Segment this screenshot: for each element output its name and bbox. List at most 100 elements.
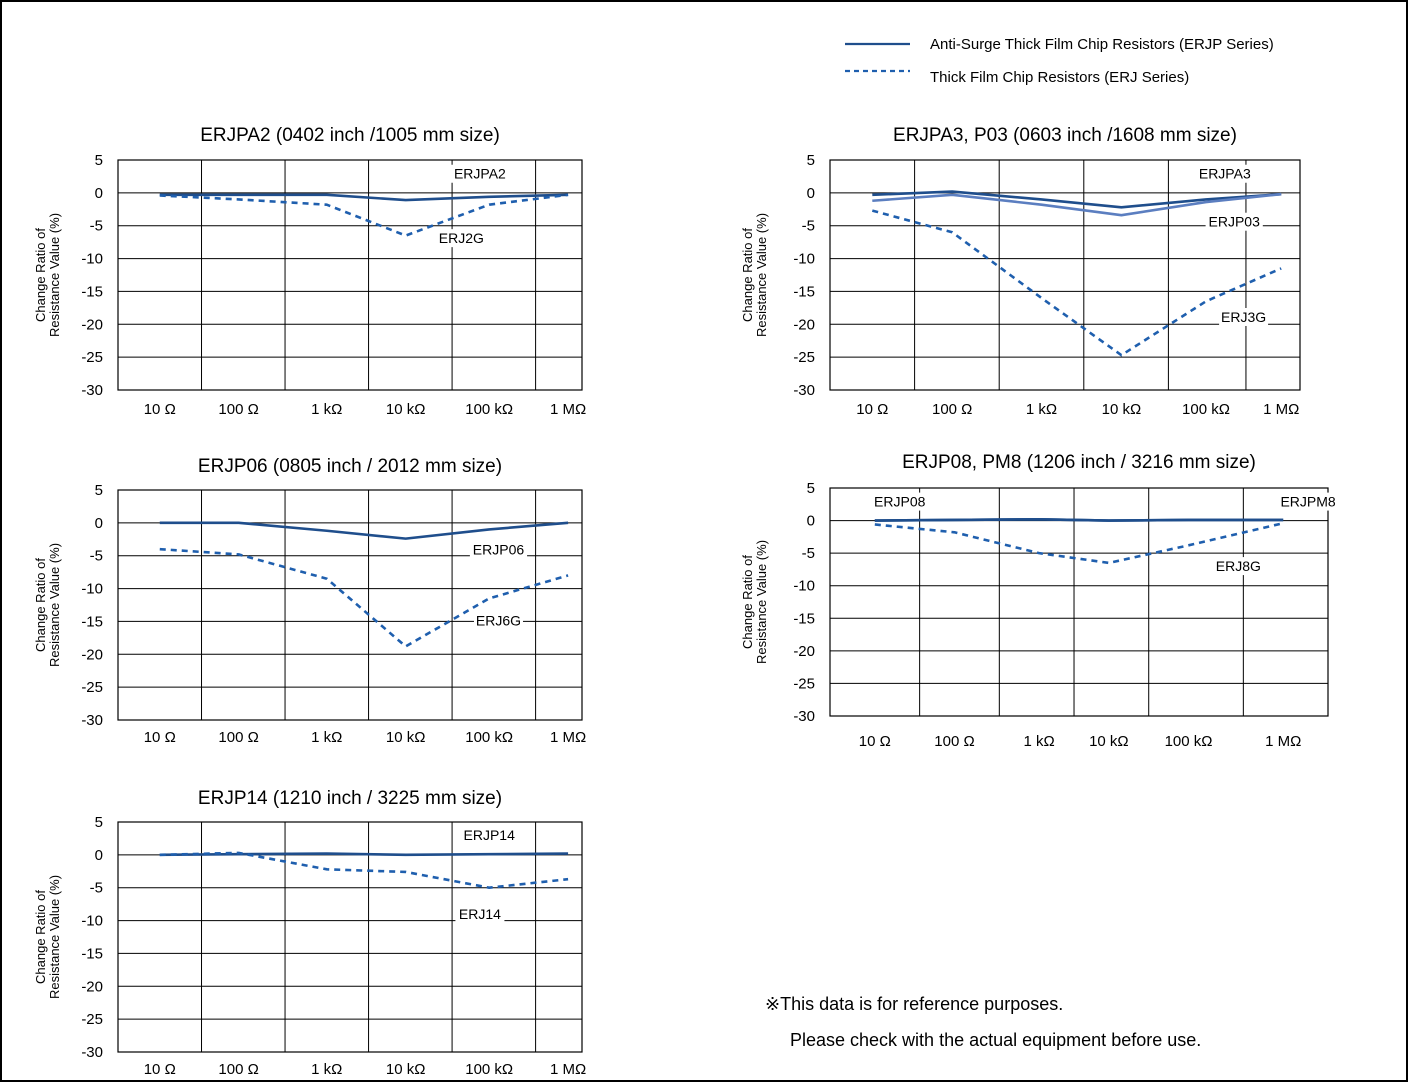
- y-axis-label: Change Ratio ofResistance Value (%): [33, 543, 62, 667]
- y-axis-label: Change Ratio ofResistance Value (%): [740, 540, 769, 664]
- series-line-erj3g: [871, 209, 1282, 357]
- x-tick-label: 1 MΩ: [1263, 401, 1299, 418]
- x-tick-label: 10 Ω: [144, 401, 176, 418]
- y-tick-label: -25: [81, 349, 103, 366]
- series-label-bg: [460, 826, 518, 845]
- y-tick-label: -30: [81, 1044, 103, 1061]
- x-tick-label: 100 kΩ: [465, 401, 513, 418]
- series-label-bg: [469, 540, 528, 559]
- chart-panel-4: ERJP08, PM8 (1206 inch / 3216 mm size) 5 0…: [740, 452, 1337, 750]
- y-tick-label: -15: [81, 945, 103, 962]
- chart-title: ERJPA3, P03 (0603 inch /1608 mm size): [893, 125, 1237, 146]
- series-label-erj6g: ERJ6G: [476, 613, 521, 629]
- plot-area: [117, 159, 583, 391]
- y-tick-label: -20: [793, 316, 815, 333]
- y-tick-label: -20: [793, 643, 815, 660]
- y-tick-label: -5: [802, 218, 815, 235]
- series-line-erjpa2: [159, 193, 569, 202]
- x-tick-label: 1 MΩ: [550, 1061, 586, 1078]
- series-label-erjp06: ERJP06: [473, 542, 525, 558]
- y-tick-label: 0: [95, 515, 103, 532]
- y-axis-label-line: Resistance Value (%): [47, 875, 62, 999]
- x-tick-label: 1 kΩ: [311, 729, 342, 746]
- x-tick-label: 100 kΩ: [1165, 733, 1213, 750]
- x-tick-label: 1 MΩ: [1265, 733, 1301, 750]
- y-axis-label-line: Resistance Value (%): [754, 540, 769, 664]
- x-tick-label: 10 kΩ: [1102, 401, 1142, 418]
- series-line-erjpa3: [872, 190, 1282, 209]
- y-tick-label: 5: [95, 152, 103, 169]
- y-tick-label: -25: [793, 675, 815, 692]
- x-tick-label: 10 Ω: [144, 729, 176, 746]
- x-tick-label: 1 kΩ: [1024, 733, 1055, 750]
- series-label-erjpm8: ERJPM8: [1280, 494, 1335, 510]
- series-label-erjp08: ERJP08: [874, 494, 926, 510]
- reference-note: ※This data is for reference purposes. Pl…: [765, 994, 1201, 1050]
- y-tick-label: -25: [81, 1011, 103, 1028]
- note-line-2: Please check with the actual equipment b…: [790, 1030, 1201, 1050]
- y-tick-label: -10: [81, 251, 103, 268]
- y-tick-label: -5: [90, 548, 103, 565]
- y-tick-label: -25: [793, 349, 815, 366]
- x-tick-label: 100 kΩ: [465, 1061, 513, 1078]
- x-tick-label: 100 kΩ: [1182, 401, 1230, 418]
- y-tick-label: -20: [81, 316, 103, 333]
- series-label-erj14: ERJ14: [459, 906, 501, 922]
- y-tick-label: -30: [793, 382, 815, 399]
- x-tick-label: 10 Ω: [859, 733, 891, 750]
- y-axis-label-line: Resistance Value (%): [47, 213, 62, 337]
- series-label-bg: [1279, 492, 1337, 511]
- charts: ERJPA2 (0402 inch /1005 mm size) 5 0 -5 -10 -…: [33, 125, 1337, 1078]
- series-label-erj8g: ERJ8G: [1216, 558, 1261, 574]
- series-label-erj3g: ERJ3G: [1221, 309, 1266, 325]
- y-tick-label: -5: [90, 218, 103, 235]
- y-tick-label: -10: [81, 581, 103, 598]
- plot-area: [829, 487, 1329, 717]
- x-tick-label: 100 Ω: [218, 1061, 258, 1078]
- x-tick-label: 1 kΩ: [311, 1061, 342, 1078]
- y-tick-label: -15: [793, 610, 815, 627]
- series-label-bg: [1196, 164, 1254, 183]
- y-tick-label: -30: [81, 712, 103, 729]
- x-tick-label: 10 kΩ: [386, 729, 426, 746]
- series-label-erjpa3: ERJPA3: [1199, 166, 1251, 182]
- y-axis-label-line: Change Ratio of: [33, 558, 48, 652]
- y-axis-label: Change Ratio ofResistance Value (%): [33, 875, 62, 999]
- y-tick-label: -20: [81, 646, 103, 663]
- y-tick-label: 0: [95, 847, 103, 864]
- x-tick-label: 10 kΩ: [1089, 733, 1129, 750]
- chart-panel-1: ERJPA2 (0402 inch /1005 mm size) 5 0 -5 -10 -…: [33, 125, 586, 418]
- y-axis-label-line: Change Ratio of: [740, 555, 755, 649]
- x-tick-label: 10 Ω: [144, 1061, 176, 1078]
- chart-panel-3: ERJP06 (0805 inch / 2012 mm size) 5 0 -5 -10…: [33, 456, 586, 746]
- series-line-erj8g: [874, 521, 1284, 565]
- y-tick-label: -10: [793, 578, 815, 595]
- series-label-bg: [1219, 308, 1269, 326]
- y-axis-label-line: Change Ratio of: [33, 228, 48, 322]
- y-axis-label-line: Resistance Value (%): [754, 213, 769, 337]
- y-axis-label-line: Change Ratio of: [740, 228, 755, 322]
- series-label-bg: [871, 492, 929, 511]
- series-label-bg: [473, 611, 523, 630]
- x-tick-label: 10 Ω: [856, 401, 888, 418]
- x-tick-label: 1 MΩ: [550, 401, 586, 418]
- series-label-erjp14: ERJP14: [464, 827, 516, 843]
- y-axis-label: Change Ratio ofResistance Value (%): [33, 213, 62, 337]
- chart-title: ERJPA2 (0402 inch /1005 mm size): [200, 125, 500, 146]
- note-line-1: ※This data is for reference purposes.: [765, 994, 1063, 1014]
- y-axis-label-line: Resistance Value (%): [47, 543, 62, 667]
- y-tick-label: -20: [81, 978, 103, 995]
- y-axis-label-line: Change Ratio of: [33, 890, 48, 984]
- y-tick-label: 0: [95, 185, 103, 202]
- y-tick-label: -30: [81, 382, 103, 399]
- series-line-erj2g: [159, 193, 569, 237]
- x-tick-label: 100 Ω: [932, 401, 972, 418]
- series-label-bg: [1205, 212, 1263, 231]
- series-label-erjp03: ERJP03: [1209, 214, 1261, 230]
- x-tick-label: 10 kΩ: [386, 401, 426, 418]
- y-tick-label: 5: [95, 482, 103, 499]
- series-line-erjpm8: [874, 517, 1284, 522]
- x-tick-label: 10 kΩ: [386, 1061, 426, 1078]
